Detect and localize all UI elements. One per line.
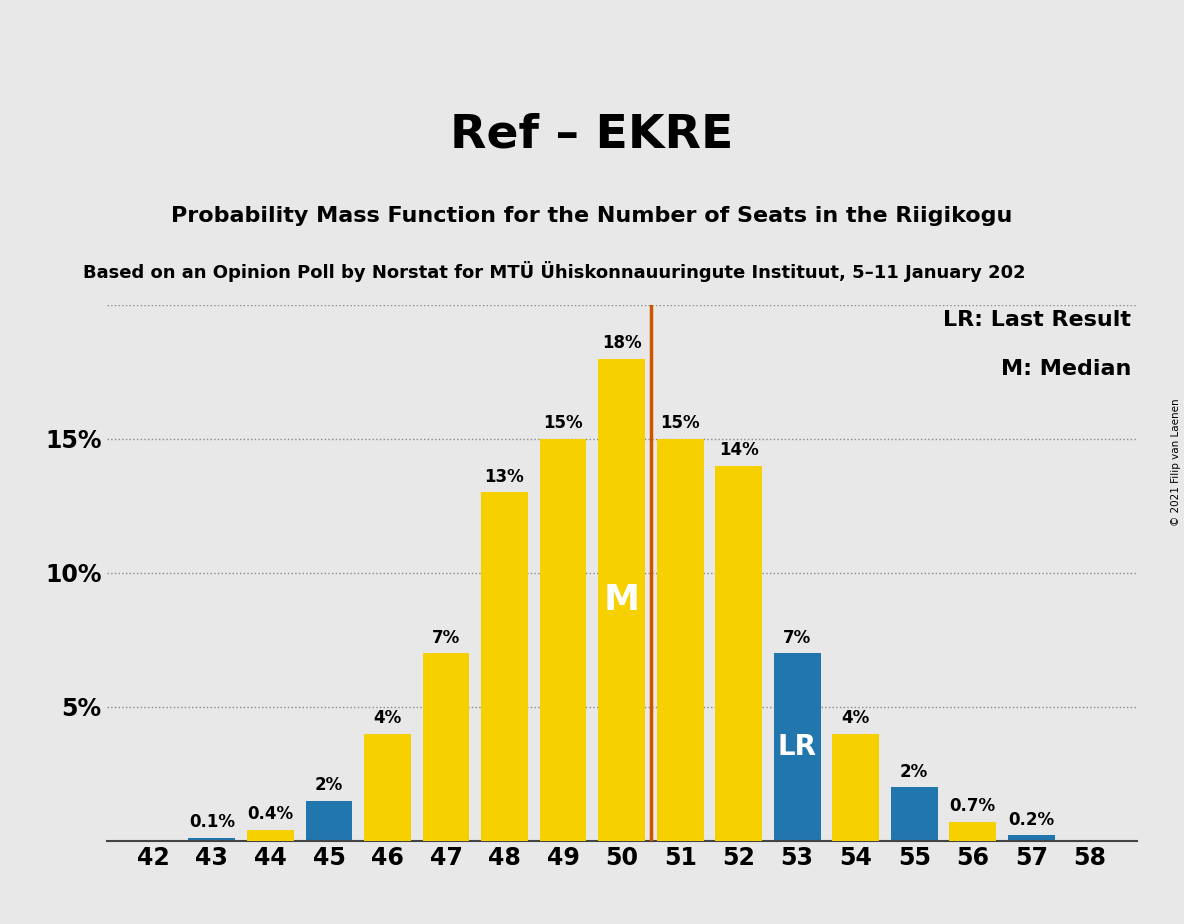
Text: 2%: 2% <box>900 762 928 781</box>
Text: © 2021 Filip van Laenen: © 2021 Filip van Laenen <box>1171 398 1180 526</box>
Bar <box>247 830 294 841</box>
Bar <box>481 492 528 841</box>
Text: 15%: 15% <box>543 414 583 432</box>
Bar <box>774 653 821 841</box>
Text: M: M <box>604 583 639 616</box>
Text: 0.2%: 0.2% <box>1009 810 1055 829</box>
Text: M: Median: M: Median <box>1002 359 1132 379</box>
Bar <box>247 830 294 841</box>
Bar <box>365 734 411 841</box>
Text: Ref – EKRE: Ref – EKRE <box>450 112 734 157</box>
Text: 2%: 2% <box>315 776 343 794</box>
Bar <box>540 439 586 841</box>
Text: Based on an Opinion Poll by Norstat for MTÜ Ühiskonnauuringute Instituut, 5–11 J: Based on an Opinion Poll by Norstat for … <box>83 261 1025 282</box>
Bar <box>598 359 645 841</box>
Bar <box>832 734 879 841</box>
Bar <box>423 653 469 841</box>
Bar <box>481 492 528 841</box>
Text: 7%: 7% <box>432 628 461 647</box>
Text: 4%: 4% <box>373 709 401 727</box>
Text: LR: Last Result: LR: Last Result <box>944 310 1132 330</box>
Text: LR: LR <box>778 733 817 761</box>
Bar <box>890 787 938 841</box>
Text: 4%: 4% <box>842 709 870 727</box>
Bar <box>188 838 236 841</box>
Bar <box>598 359 645 841</box>
Bar <box>540 439 586 841</box>
Bar <box>715 466 762 841</box>
Text: 13%: 13% <box>484 468 525 486</box>
Text: 0.7%: 0.7% <box>950 797 996 815</box>
Bar <box>365 734 411 841</box>
Text: 18%: 18% <box>601 334 642 352</box>
Text: 14%: 14% <box>719 441 759 459</box>
Bar <box>305 800 353 841</box>
Bar <box>657 439 703 841</box>
Text: 0.1%: 0.1% <box>189 813 234 832</box>
Bar <box>832 734 879 841</box>
Bar <box>950 822 996 841</box>
Bar <box>950 822 996 841</box>
Bar <box>423 653 469 841</box>
Text: Probability Mass Function for the Number of Seats in the Riigikogu: Probability Mass Function for the Number… <box>172 206 1012 226</box>
Bar <box>1008 835 1055 841</box>
Text: 0.4%: 0.4% <box>247 806 294 823</box>
Text: 15%: 15% <box>661 414 700 432</box>
Bar <box>715 466 762 841</box>
Bar <box>657 439 703 841</box>
Text: 7%: 7% <box>783 628 811 647</box>
